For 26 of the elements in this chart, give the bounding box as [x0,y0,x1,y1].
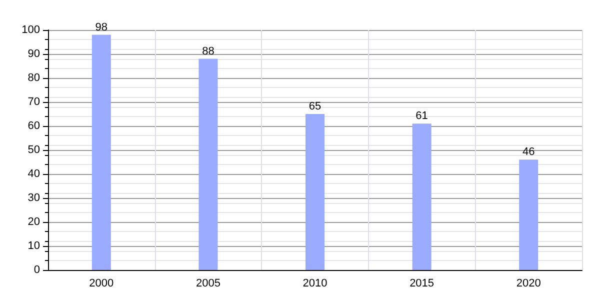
y-tick-label: 30 [28,192,40,204]
x-tick-label: 2005 [196,278,220,290]
data-label: 98 [95,21,108,34]
y-tick-label: 80 [28,72,40,84]
y-tick-label: 100 [22,24,40,36]
y-tick-label: 40 [28,168,40,180]
x-tick-label: 2015 [410,278,434,290]
bar [412,124,432,270]
bar [92,34,111,270]
y-tick-label: 0 [34,264,40,276]
x-tick-label: 2000 [89,278,114,290]
data-label: 65 [308,100,322,112]
y-tick-label: 90 [28,48,40,60]
data-label: 61 [416,110,428,122]
y-tick-label: 50 [28,144,40,156]
bar [306,114,324,270]
y-tick-label: 70 [28,96,40,108]
x-tick-label: 2020 [516,278,541,290]
y-tick-label: 10 [28,240,40,252]
data-label: 88 [202,45,214,58]
x-tick-label: 2010 [302,278,328,290]
bar [198,58,218,270]
y-tick-label: 60 [28,120,40,132]
bar [519,160,538,270]
y-tick-label: 20 [28,216,40,228]
data-label: 46 [522,146,535,158]
